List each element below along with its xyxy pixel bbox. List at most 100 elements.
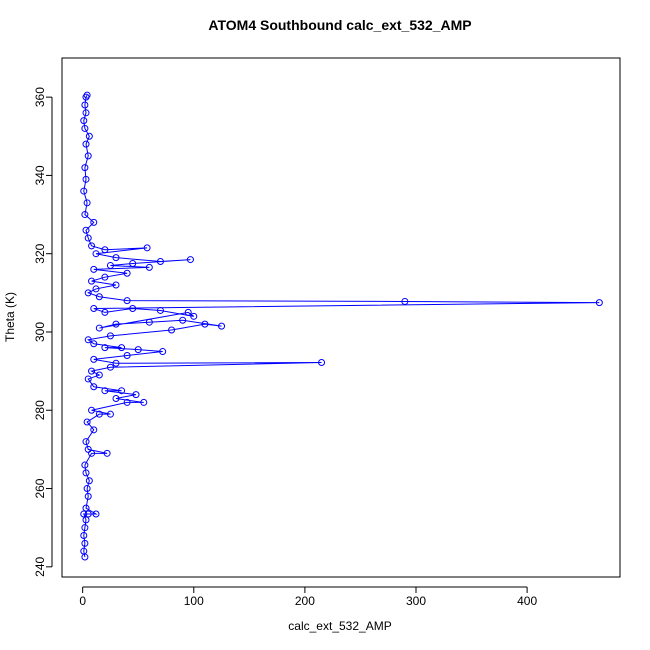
data-point (143, 244, 151, 252)
data-point (83, 418, 91, 426)
y-tick-label: 260 (33, 478, 47, 498)
data-point (84, 375, 92, 383)
data-point (95, 293, 103, 301)
data-point (84, 492, 92, 500)
data-point (123, 398, 131, 406)
data-point (84, 510, 92, 518)
data-point (88, 242, 96, 250)
data-point (123, 269, 131, 277)
data-point (145, 263, 153, 271)
y-tick-label: 340 (33, 165, 47, 185)
data-point (118, 344, 126, 352)
data-point (145, 318, 153, 326)
data-point (106, 261, 114, 269)
data-point (112, 281, 120, 289)
x-tick-label: 400 (517, 594, 537, 608)
data-point (81, 539, 89, 547)
data-point (90, 218, 98, 226)
data-point (82, 438, 90, 446)
data-point (123, 351, 131, 359)
data-point (81, 211, 89, 219)
data-point (84, 289, 92, 297)
data-point (134, 346, 142, 354)
data-point (92, 250, 100, 258)
data-point (318, 359, 326, 367)
y-tick-label: 320 (33, 243, 47, 263)
data-point (80, 510, 88, 518)
data-point (95, 324, 103, 332)
data-point (201, 320, 209, 328)
y-tick-label: 300 (33, 322, 47, 342)
data-point (123, 297, 131, 305)
data-point (101, 344, 109, 352)
data-point (85, 132, 93, 140)
data-point (81, 164, 89, 172)
data-point (80, 117, 88, 125)
data-point (401, 297, 409, 305)
data-point (83, 485, 91, 493)
data-point (82, 469, 90, 477)
data-point (218, 322, 226, 330)
data-point (112, 359, 120, 367)
data-point (88, 277, 96, 285)
data-point (168, 326, 176, 334)
data-point (129, 304, 137, 312)
data-point (81, 461, 89, 469)
data-point (106, 332, 114, 340)
plot-box (61, 57, 621, 578)
y-tick-label: 240 (33, 556, 47, 576)
data-point (95, 371, 103, 379)
data-point (83, 199, 91, 207)
data-point (101, 387, 109, 395)
data-point (129, 259, 137, 267)
data-point (190, 312, 198, 320)
data-point (179, 316, 187, 324)
data-point (81, 524, 89, 532)
data-point (92, 285, 100, 293)
data-point (595, 299, 603, 307)
data-point (85, 477, 93, 485)
data-point (82, 140, 90, 148)
data-point (90, 304, 98, 312)
data-point (82, 226, 90, 234)
data-point (112, 395, 120, 403)
data-point (84, 445, 92, 453)
data-point (83, 91, 91, 99)
x-tick-label: 200 (295, 594, 315, 608)
x-tick-label: 0 (79, 594, 86, 608)
data-point (101, 273, 109, 281)
data-point (184, 308, 192, 316)
data-point (84, 152, 92, 160)
y-tick-label: 280 (33, 400, 47, 420)
data-point (118, 387, 126, 395)
data-point (101, 308, 109, 316)
chart-title: ATOM4 Southbound calc_ext_532_AMP (208, 17, 471, 33)
data-point (112, 254, 120, 262)
data-point (81, 101, 89, 109)
x-tick-label: 100 (184, 594, 204, 608)
data-point (84, 234, 92, 242)
data-point (80, 547, 88, 555)
data-point (95, 410, 103, 418)
data-point (90, 355, 98, 363)
data-point (106, 363, 114, 371)
data-point (112, 320, 120, 328)
data-point (82, 175, 90, 183)
x-tick-label: 300 (406, 594, 426, 608)
data-point (186, 256, 194, 264)
data-point (132, 391, 140, 399)
data-point (101, 246, 109, 254)
y-axis-label: Theta (K) (3, 292, 17, 342)
data-point (140, 398, 148, 406)
data-point (159, 348, 167, 356)
data-point (156, 258, 164, 266)
data-point (84, 336, 92, 344)
data-point (80, 532, 88, 540)
data-point (81, 124, 89, 132)
data-point (82, 109, 90, 117)
data-point (106, 410, 114, 418)
data-point (90, 426, 98, 434)
data-point (92, 510, 100, 518)
